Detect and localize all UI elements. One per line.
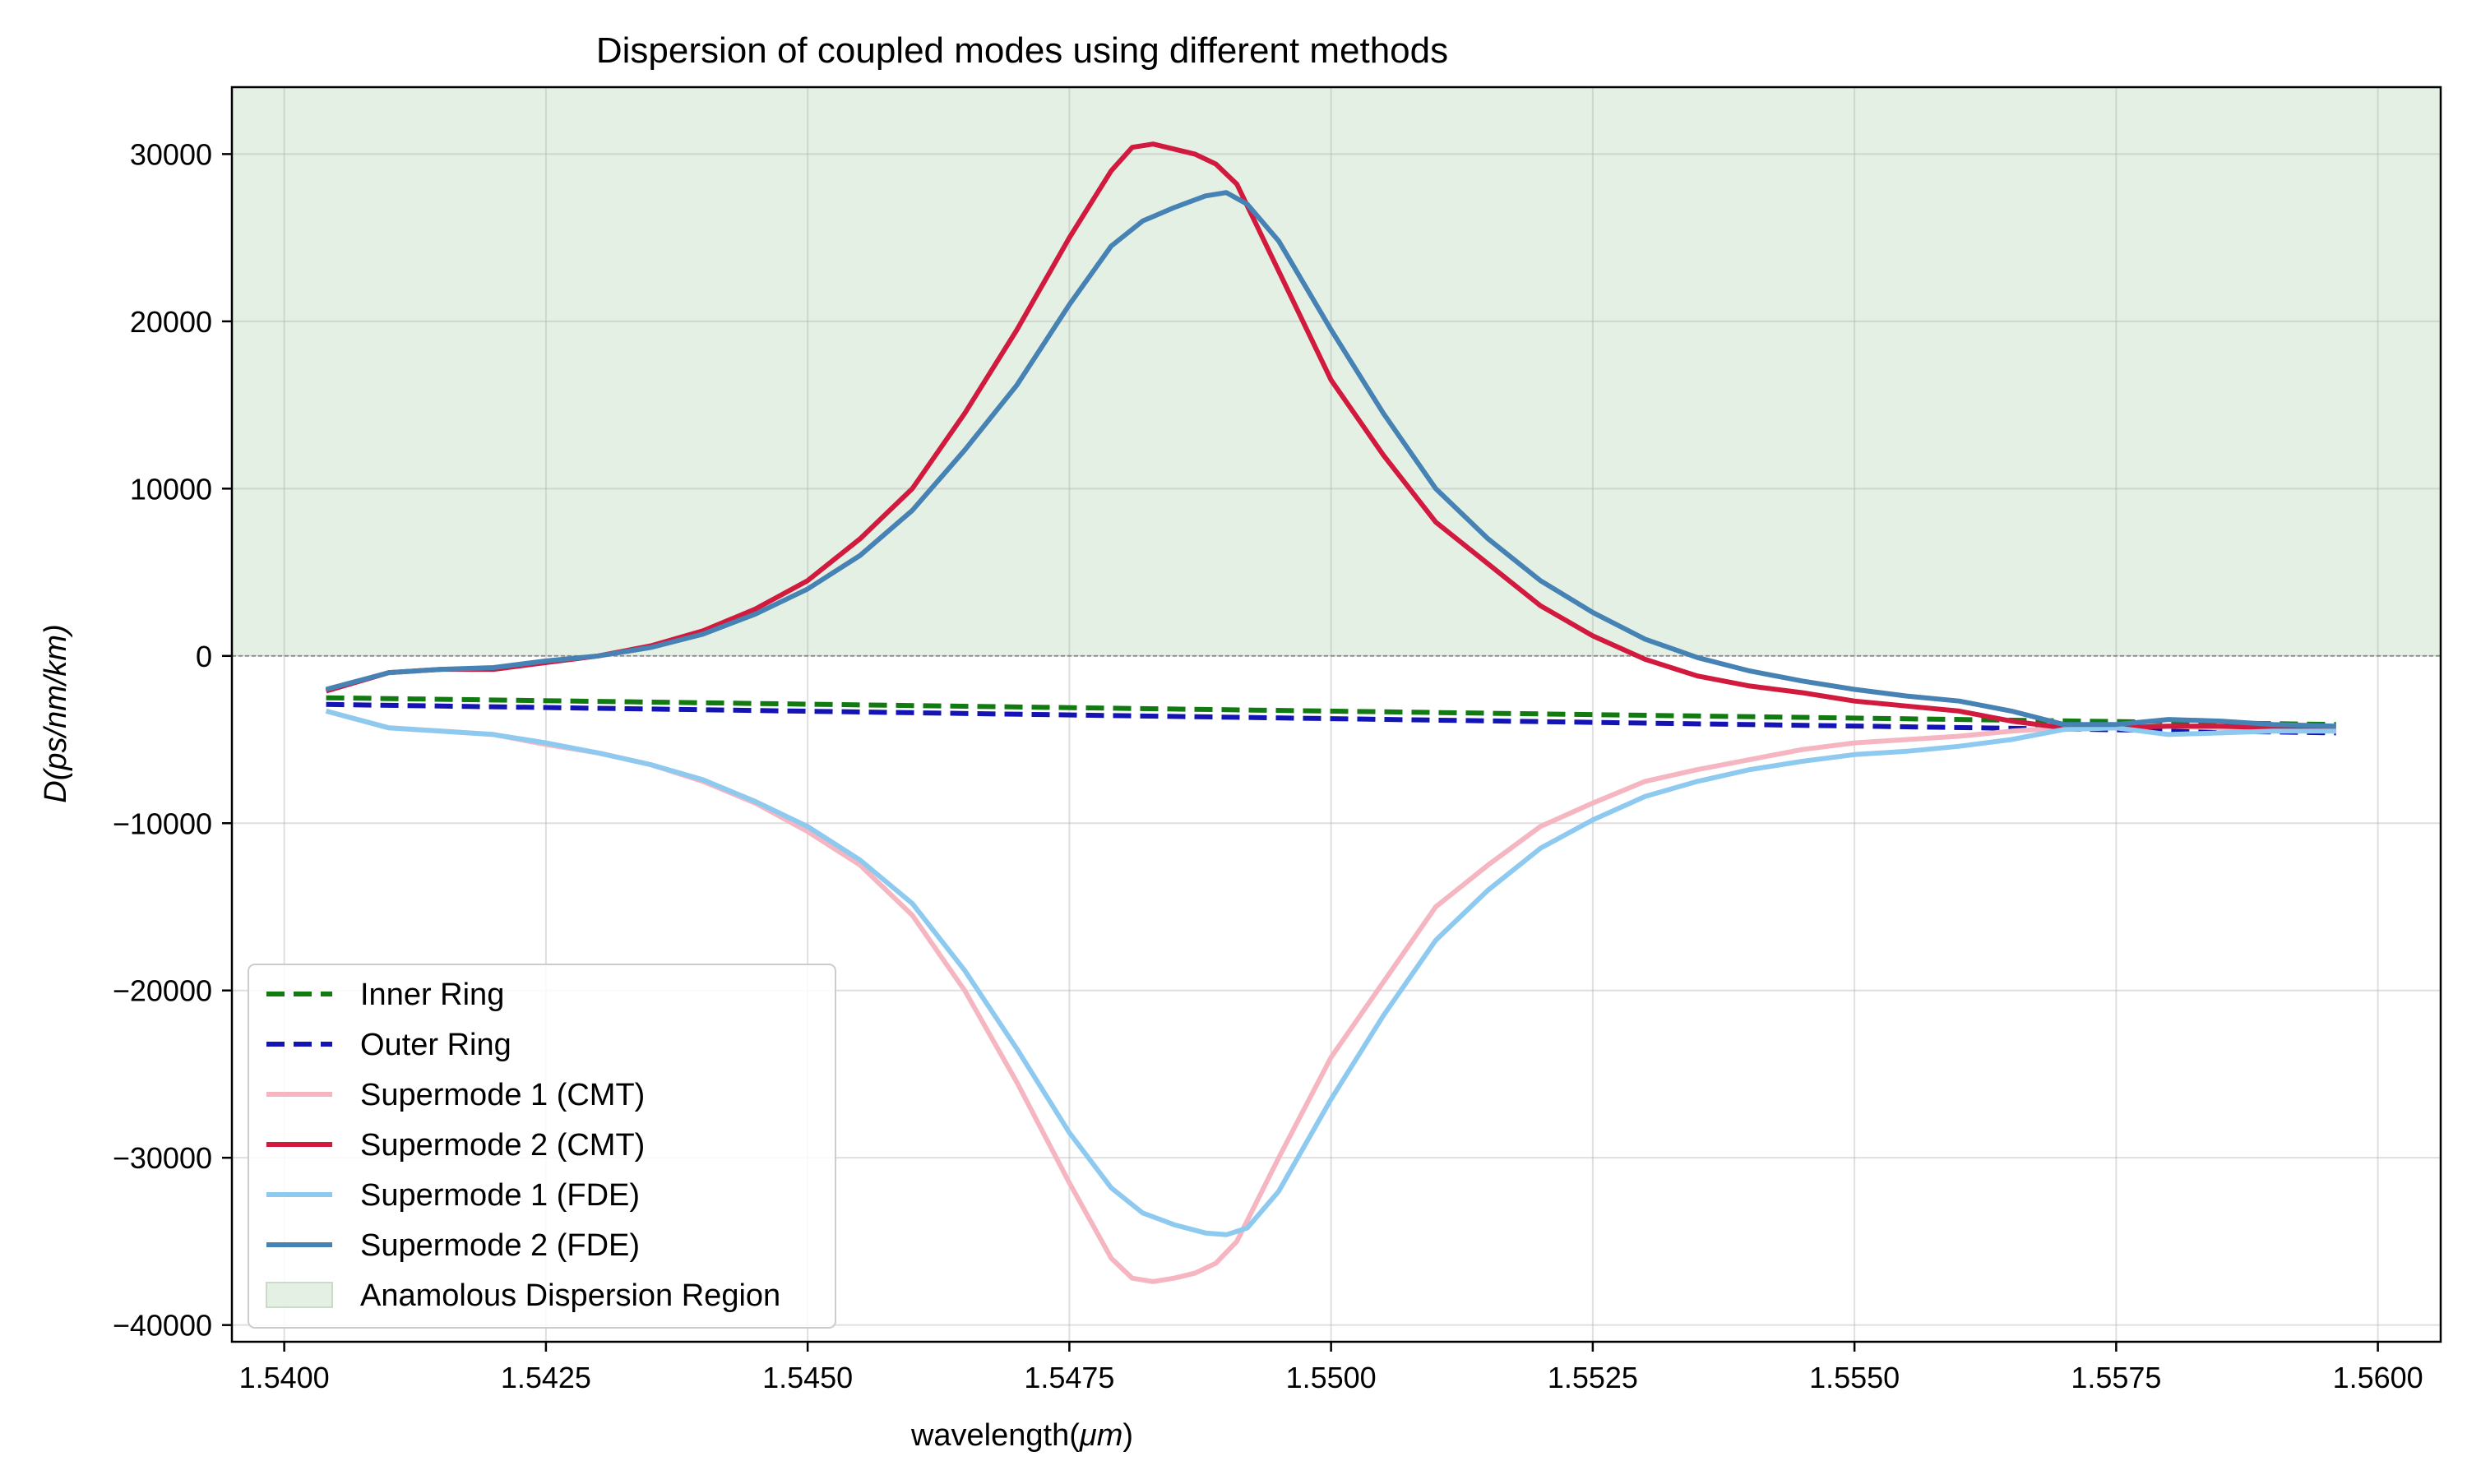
x-axis-label-suffix: )	[1122, 1418, 1133, 1453]
legend: Inner Ring Outer Ring Supermode 1 (CMT) Sup…	[248, 964, 836, 1329]
y-tick-label: 0	[196, 640, 212, 673]
series-line-1	[326, 695, 2336, 728]
series-line-4	[325, 141, 2336, 731]
legend-label-7: Anamolous Dispersion Region	[360, 1278, 780, 1313]
x-tick-label: 1.5500	[1286, 1361, 1377, 1394]
x-tick-label: 1.5550	[1809, 1361, 1900, 1394]
y-tick-label: 20000	[130, 305, 212, 339]
x-axis-label-prefix: wavelength(	[910, 1418, 1080, 1453]
legend-label-2: Outer Ring	[360, 1028, 511, 1062]
x-tick-label: 1.5600	[2333, 1361, 2423, 1394]
y-tick-label: −40000	[113, 1309, 212, 1343]
x-axis-ticks: 1.5400 1.5425 1.5450 1.5475 1.5500 1.5525 1.55…	[239, 1342, 2423, 1394]
series-line-6	[325, 190, 2336, 729]
series-line-5	[325, 709, 2336, 1237]
x-tick-label: 1.5400	[239, 1361, 330, 1394]
legend-label-1: Inner Ring	[360, 978, 504, 1012]
x-tick-label: 1.5525	[1548, 1361, 1638, 1394]
legend-label-6: Supermode 2 (FDE)	[360, 1228, 640, 1263]
y-axis-ticks: −40000 −30000 −20000 −10000 0 10000 20000 30000	[113, 137, 232, 1343]
legend-label-3: Supermode 1 (CMT)	[360, 1078, 645, 1112]
series-layer	[325, 141, 2336, 1284]
y-axis-label: D(ps/nm/km)	[39, 624, 73, 802]
x-tick-label: 1.5575	[2071, 1361, 2161, 1394]
y-tick-label: −20000	[113, 974, 212, 1008]
y-tick-label: 10000	[130, 472, 212, 506]
x-tick-label: 1.5425	[501, 1361, 591, 1394]
x-tick-label: 1.5475	[1024, 1361, 1114, 1394]
legend-box	[248, 964, 836, 1329]
legend-label-5: Supermode 1 (FDE)	[360, 1178, 640, 1213]
chart-title: Dispersion of coupled modes using differ…	[596, 30, 1448, 71]
x-tick-label: 1.5450	[762, 1361, 853, 1394]
anomalous-dispersion-region	[232, 87, 2441, 656]
y-tick-label: −10000	[113, 807, 212, 840]
x-axis-label-unit: μm	[1079, 1418, 1122, 1453]
y-tick-label: −30000	[113, 1141, 212, 1175]
plot-frame	[230, 86, 2442, 1343]
series-line-2	[326, 701, 2336, 736]
y-tick-label: 30000	[130, 137, 212, 171]
legend-swatch-region	[266, 1282, 333, 1308]
x-axis-label: wavelength(μm)	[910, 1418, 1133, 1453]
legend-label-4: Supermode 2 (CMT)	[360, 1128, 645, 1163]
shade-layer	[232, 87, 2441, 656]
